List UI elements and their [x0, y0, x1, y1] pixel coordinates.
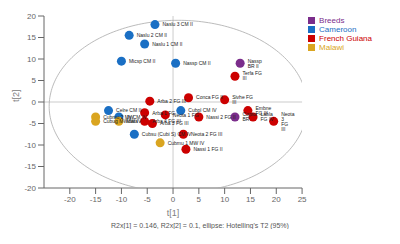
- svg-text:Terfa FGIII: Terfa FGIII: [242, 70, 262, 81]
- svg-text:Nassp CM II: Nassp CM II: [183, 60, 211, 66]
- svg-text:NasspBR II: NasspBR II: [248, 58, 262, 69]
- svg-text:10: 10: [27, 55, 36, 64]
- svg-text:-10: -10: [116, 195, 128, 204]
- svg-text:Naslu 1 CM II: Naslu 1 CM II: [152, 41, 182, 47]
- svg-text:-5: -5: [144, 195, 152, 204]
- svg-text:15: 15: [27, 33, 36, 42]
- svg-text:-20: -20: [24, 184, 36, 193]
- svg-text:20: 20: [27, 12, 36, 21]
- svg-text:Cubmu 1 MW IV: Cubmu 1 MW IV: [168, 140, 205, 146]
- svg-text:Conca FG II: Conca FG II: [196, 94, 223, 100]
- svg-text:Arba 3 FG III: Arba 3 FG III: [160, 120, 189, 126]
- svg-text:Arba 2 FG III: Arba 2 FG III: [157, 98, 186, 104]
- svg-text:t[1]: t[1]: [167, 208, 180, 218]
- svg-text:-15: -15: [90, 195, 102, 204]
- svg-text:-15: -15: [24, 162, 36, 171]
- svg-text:Nassi 1 FG II: Nassi 1 FG II: [193, 146, 222, 152]
- svg-text:0: 0: [32, 98, 37, 107]
- svg-text:Neota 2 FG III: Neota 2 FG III: [191, 131, 222, 137]
- svg-text:-20: -20: [64, 195, 76, 204]
- svg-text:20: 20: [272, 195, 281, 204]
- svg-text:-5: -5: [29, 119, 37, 128]
- svg-text:Nassi 2 FG II: Nassi 2 FG II: [206, 114, 235, 120]
- svg-text:-10: -10: [24, 141, 36, 150]
- svg-text:5: 5: [32, 76, 37, 85]
- svg-text:LablaFG IV: LablaFG IV: [261, 111, 275, 122]
- svg-text:Naslu 3 CM II: Naslu 3 CM II: [162, 21, 192, 27]
- svg-text:0: 0: [171, 195, 176, 204]
- svg-text:10: 10: [220, 195, 229, 204]
- svg-text:15: 15: [246, 195, 255, 204]
- svg-text:Neota 1 FG: Neota 1 FG: [173, 112, 199, 118]
- svg-text:Neota3FGIII: Neota3FGIII: [281, 111, 295, 132]
- svg-text:Micsp CM II: Micsp CM II: [129, 58, 155, 64]
- svg-text:Sivhe FGIII: Sivhe FGIII: [232, 94, 253, 105]
- svg-text:Celre CM II: Celre CM II: [116, 107, 141, 113]
- svg-text:MW IV: MW IV: [126, 118, 142, 124]
- svg-text:5: 5: [197, 195, 202, 204]
- svg-text:Cubsu (Cubi S) CM IV: Cubsu (Cubi S) CM IV: [142, 131, 192, 137]
- svg-text:t[2]: t[2]: [11, 89, 21, 102]
- svg-text:25: 25: [298, 195, 307, 204]
- svg-text:Naslu 2 CM II: Naslu 2 CM II: [137, 32, 167, 38]
